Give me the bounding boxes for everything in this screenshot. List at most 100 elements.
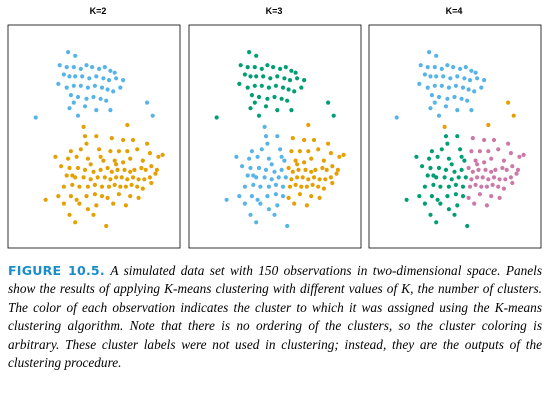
panel-k3: K=3 [188, 6, 362, 249]
data-point-orange [67, 165, 72, 171]
data-point-orange [306, 177, 311, 182]
data-point-blue [78, 83, 83, 88]
data-point-blue [248, 165, 253, 171]
data-point-pink [466, 165, 471, 171]
data-point-orange [114, 162, 119, 167]
data-point-orange [286, 195, 291, 200]
data-point-green [280, 85, 286, 90]
data-point-green [283, 65, 288, 70]
data-point-blue [102, 65, 107, 70]
data-point-orange [147, 175, 152, 180]
figure-label: FIGURE 10.5. [8, 263, 105, 278]
data-point-blue [269, 162, 274, 167]
data-point-orange [142, 177, 147, 182]
data-point-green [275, 74, 280, 79]
data-point-orange [316, 184, 321, 189]
data-point-orange [156, 154, 161, 159]
data-point-pink [479, 184, 484, 189]
data-point-green [428, 212, 433, 217]
data-point-blue [453, 83, 458, 88]
data-point-pink [469, 177, 474, 182]
data-point-orange [94, 203, 99, 208]
data-point-blue [84, 96, 89, 101]
data-point-pink [506, 141, 511, 146]
data-point-blue [256, 165, 262, 171]
data-point-orange [300, 175, 305, 180]
data-point-green [259, 66, 264, 71]
data-point-green [278, 66, 283, 71]
data-point-blue [272, 169, 277, 174]
data-point-blue [451, 65, 456, 70]
data-point-blue [459, 96, 464, 101]
data-point-pink [489, 194, 494, 199]
data-point-orange [108, 177, 113, 182]
data-point-blue [71, 100, 76, 105]
data-point-blue [475, 76, 480, 81]
data-point-blue [394, 115, 399, 120]
data-point-orange [68, 149, 73, 154]
data-point-orange [74, 154, 79, 159]
data-point-orange [304, 203, 309, 208]
data-point-orange [154, 167, 159, 172]
data-point-pink [515, 167, 521, 172]
data-point-green [286, 87, 291, 92]
data-point-green [452, 212, 457, 217]
data-point-blue [259, 147, 264, 152]
data-point-green [456, 175, 461, 180]
data-point-orange [70, 182, 75, 187]
data-point-green [463, 175, 468, 180]
data-point-blue [94, 108, 99, 113]
data-point-orange [442, 124, 447, 129]
data-point-orange [85, 184, 90, 189]
data-point-pink [472, 201, 477, 206]
data-point-green [460, 194, 466, 199]
data-point-orange [99, 194, 105, 199]
data-point-green [248, 74, 253, 79]
data-point-green [458, 147, 463, 152]
data-point-pink [508, 175, 513, 180]
data-point-green [446, 184, 451, 189]
data-point-blue [101, 76, 106, 81]
data-point-orange [105, 195, 110, 200]
data-point-blue [275, 203, 280, 208]
data-point-orange [140, 186, 145, 191]
data-point-blue [73, 74, 78, 79]
data-point-orange [310, 182, 315, 187]
data-point-blue [94, 74, 99, 79]
data-point-green [452, 169, 457, 174]
data-point-orange [335, 167, 340, 172]
data-point-orange [320, 165, 325, 171]
data-point-pink [475, 175, 480, 180]
data-point-pink [480, 175, 485, 180]
data-point-blue [265, 194, 270, 199]
data-point-green [289, 68, 294, 73]
data-point-orange [78, 147, 83, 152]
data-point-orange [132, 167, 137, 172]
data-point-orange [135, 184, 140, 189]
data-point-green [420, 164, 425, 169]
data-point-orange [98, 167, 103, 172]
data-point-blue [452, 94, 457, 100]
data-point-orange [81, 175, 86, 180]
data-point-orange [511, 113, 516, 118]
data-point-orange [160, 152, 165, 157]
data-point-green [268, 76, 273, 81]
data-point-blue [71, 65, 76, 70]
data-point-green [214, 115, 219, 120]
data-point-green [417, 194, 422, 199]
data-point-green [245, 85, 250, 90]
data-point-blue [425, 65, 430, 70]
data-point-pink [501, 186, 506, 191]
panel-frame-k4 [368, 24, 542, 249]
data-point-pink [482, 160, 487, 165]
data-point-blue [82, 104, 88, 109]
data-point-orange [61, 201, 66, 206]
data-point-blue [98, 96, 103, 101]
points-k3 [214, 50, 346, 229]
data-point-green [455, 134, 460, 139]
data-point-green [326, 100, 331, 105]
data-point-green [434, 220, 439, 225]
data-point-orange [306, 149, 311, 154]
data-point-green [237, 81, 242, 86]
data-point-orange [121, 137, 126, 143]
